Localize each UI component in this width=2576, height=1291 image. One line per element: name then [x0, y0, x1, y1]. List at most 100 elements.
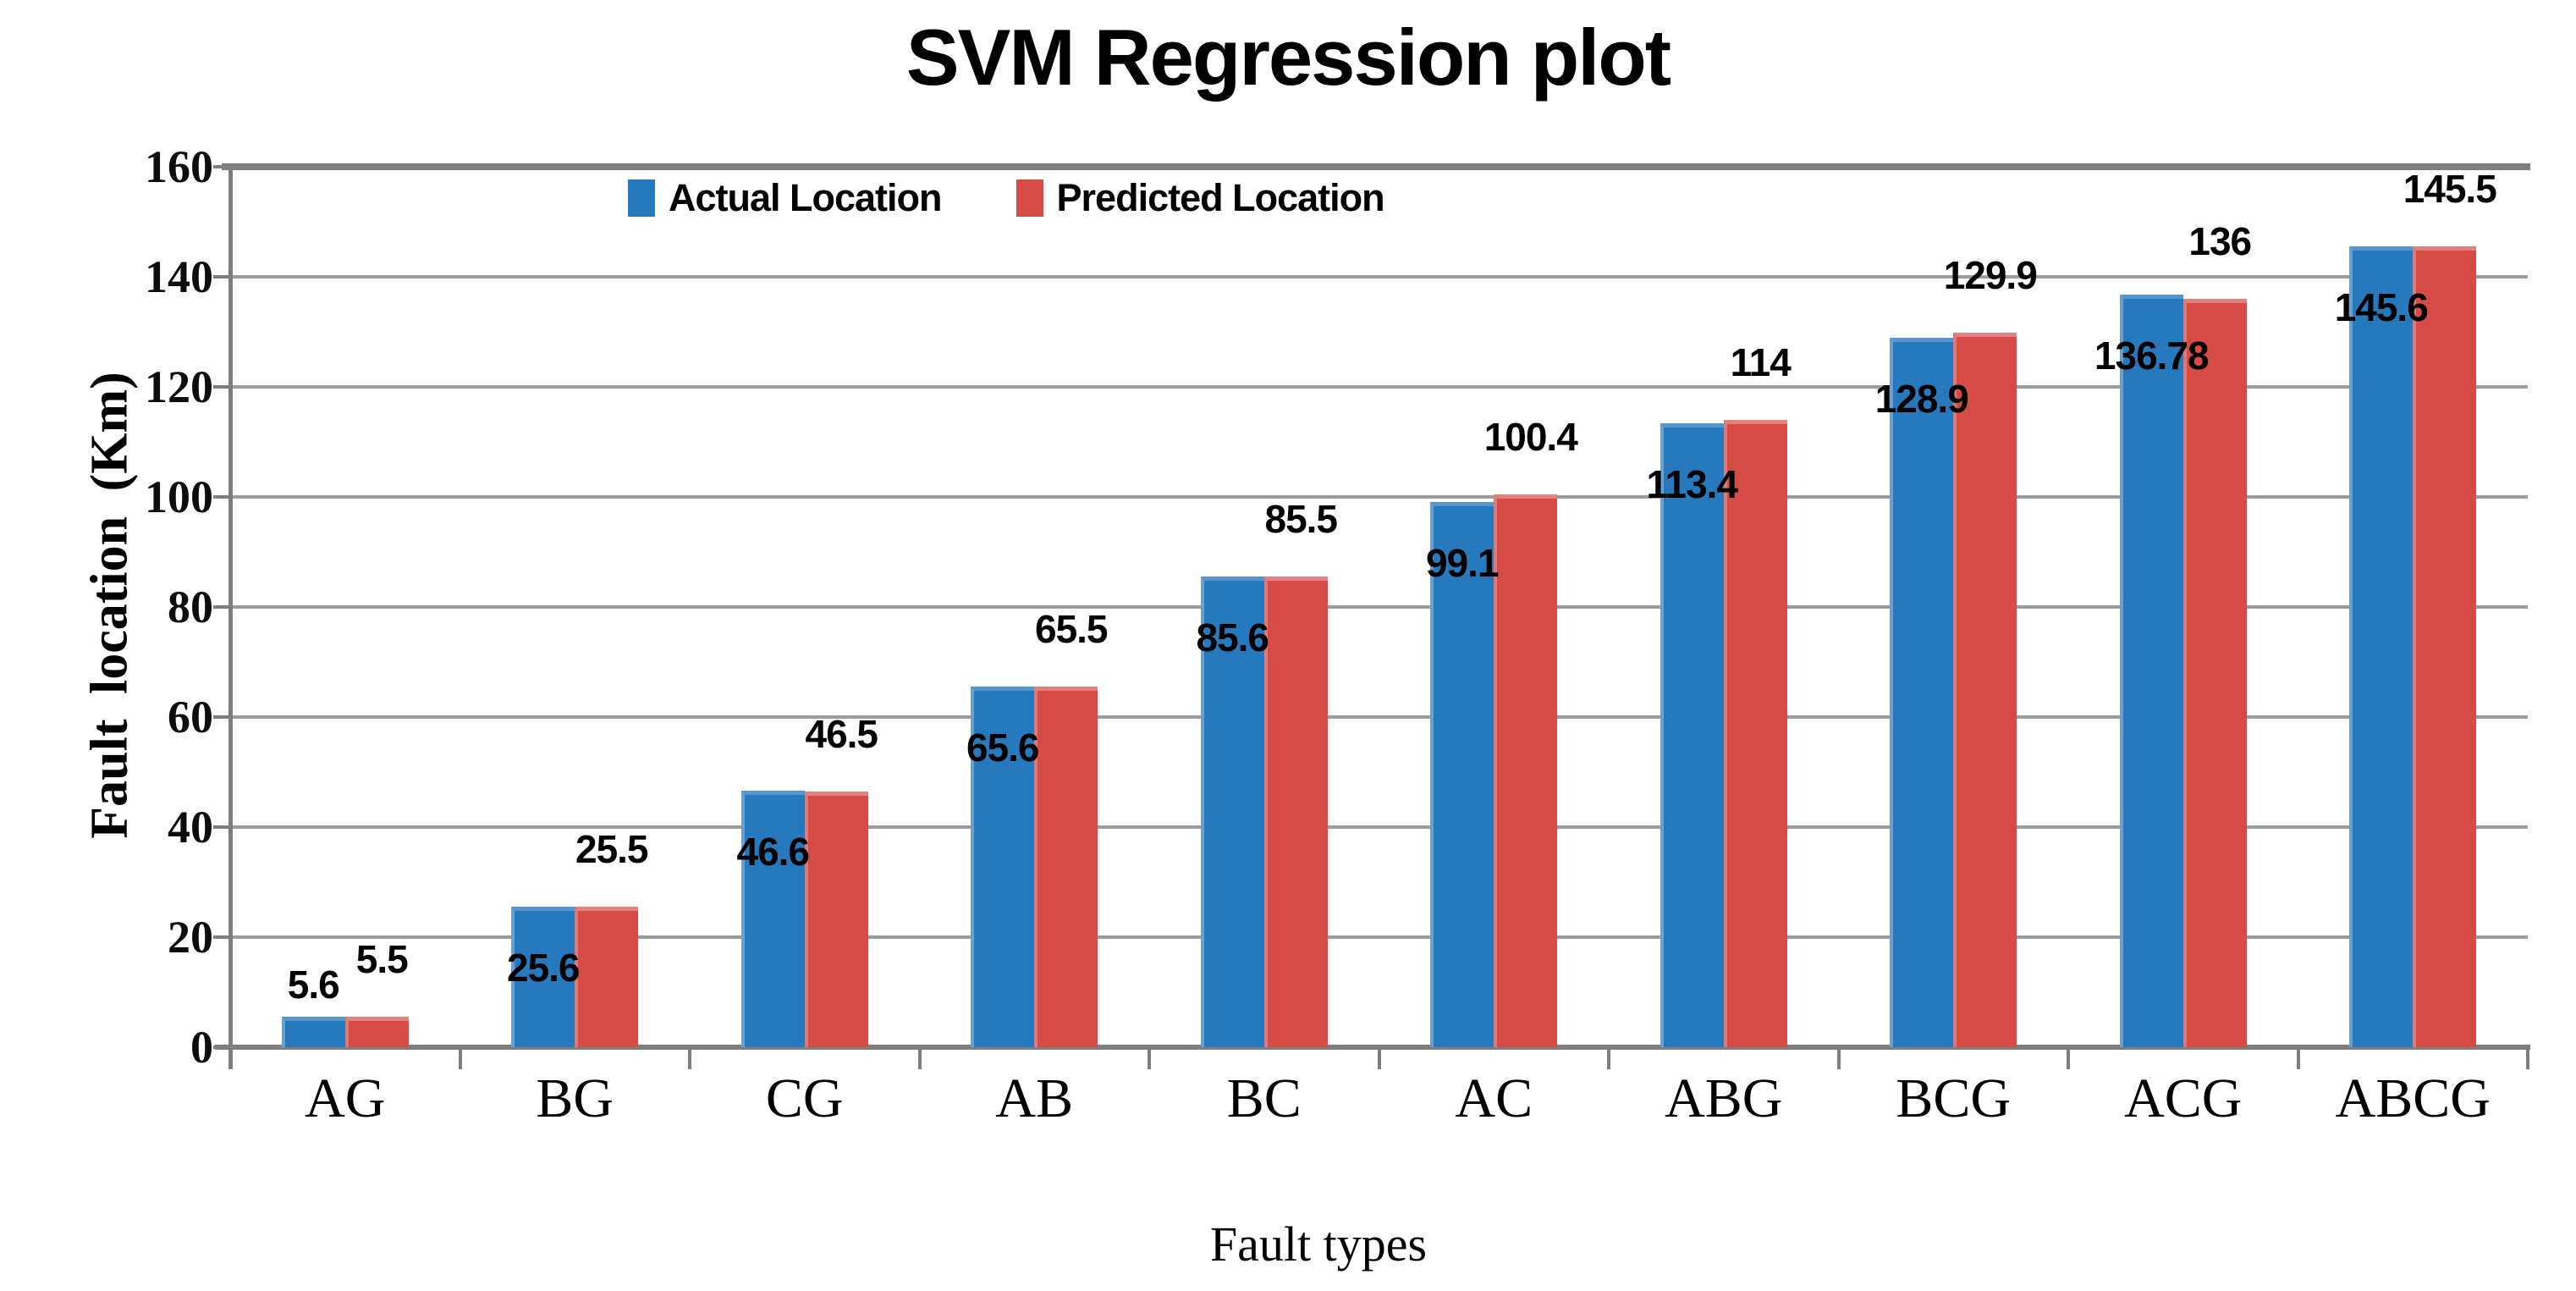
y-axis-tick-60 — [213, 715, 230, 719]
y-axis-tick-160 — [213, 165, 230, 168]
x-axis-tick-9 — [2296, 1047, 2300, 1069]
label-predicted-bcg: 129.9 — [1943, 252, 2038, 297]
x-axis-tick-2 — [688, 1047, 691, 1069]
label-actual-ac: 99.1 — [1425, 540, 1500, 585]
bar-predicted-bc — [1263, 577, 1328, 1047]
label-predicted-ac: 100.4 — [1483, 415, 1578, 460]
x-tick-label-acg: ACG — [2124, 1068, 2243, 1129]
x-axis-tick-3 — [917, 1047, 922, 1069]
bar-actual-bcg — [1890, 338, 1954, 1047]
x-axis-tick-7 — [1836, 1047, 1841, 1069]
x-tick-label-bcg: BCG — [1896, 1068, 2012, 1129]
label-predicted-bc: 85.5 — [1264, 497, 1338, 542]
bar-actual-bg — [511, 906, 575, 1047]
y-tick-label-60: 60 — [168, 692, 213, 742]
label-actual-bcg: 128.9 — [1874, 377, 1969, 422]
y-tick-label-100: 100 — [145, 472, 213, 522]
bar-actual-abcg — [2349, 246, 2414, 1047]
chart-legend: Actual Location Predicted Location — [628, 176, 1385, 220]
bar-actual-abg — [1660, 422, 1724, 1047]
label-predicted-ag: 5.5 — [355, 937, 409, 982]
y-axis-tick-80 — [213, 605, 230, 609]
x-tick-label-abcg: ABCG — [2335, 1068, 2491, 1129]
x-axis-tick-0 — [228, 1047, 232, 1069]
bar-actual-cg — [740, 791, 805, 1047]
x-axis-tick-8 — [2067, 1047, 2070, 1069]
y-tick-label-160: 160 — [145, 141, 213, 192]
x-tick-label-ac: AC — [1455, 1068, 1533, 1129]
bar-actual-ab — [971, 686, 1035, 1047]
x-axis-tick-10 — [2526, 1047, 2529, 1069]
gridline-20 — [230, 935, 2528, 939]
legend-label-predicted: Predicted Location — [1056, 176, 1385, 219]
legend-item-predicted: Predicted Location — [1016, 176, 1385, 220]
label-predicted-abcg: 145.5 — [2403, 167, 2497, 212]
gridline-80 — [230, 605, 2528, 609]
bar-predicted-bg — [575, 907, 639, 1047]
x-tick-label-cg: CG — [765, 1068, 844, 1129]
bar-predicted-acg — [2182, 299, 2247, 1047]
label-predicted-acg: 136 — [2188, 219, 2252, 263]
y-tick-label-80: 80 — [168, 582, 213, 632]
y-axis-tick-100 — [213, 495, 230, 499]
legend-swatch-actual-icon — [628, 179, 655, 217]
bar-predicted-ac — [1494, 494, 1558, 1047]
y-tick-label-20: 20 — [168, 912, 213, 963]
x-axis-tick-5 — [1377, 1047, 1381, 1069]
label-actual-bg: 25.6 — [506, 945, 581, 990]
chart-title: SVM Regression plot — [905, 13, 1671, 102]
x-tick-label-ab: AB — [995, 1068, 1074, 1129]
x-tick-label-bg: BG — [536, 1068, 614, 1129]
bar-predicted-bcg — [1953, 332, 2017, 1047]
bar-predicted-ag — [344, 1017, 409, 1047]
x-tick-label-ag: AG — [305, 1068, 386, 1129]
gridline-160 — [222, 163, 2530, 170]
bar-actual-ac — [1430, 501, 1494, 1047]
legend-label-actual: Actual Location — [669, 176, 943, 219]
gridline-140 — [230, 275, 2528, 279]
y-tick-label-40: 40 — [168, 802, 213, 852]
x-axis-tick-1 — [458, 1047, 462, 1069]
bar-predicted-ab — [1034, 687, 1098, 1047]
bar-predicted-abg — [1723, 420, 1787, 1047]
label-predicted-cg: 46.5 — [805, 711, 878, 756]
y-axis-tick-140 — [213, 275, 230, 279]
label-actual-abg: 113.4 — [1646, 461, 1738, 506]
label-actual-abcg: 145.6 — [2334, 284, 2429, 329]
y-tick-label-0: 0 — [190, 1022, 213, 1073]
x-axis-tick-4 — [1148, 1047, 1151, 1069]
x-tick-label-abg: ABG — [1665, 1068, 1783, 1129]
x-axis-tick-6 — [1607, 1047, 1610, 1069]
gridline-100 — [230, 495, 2528, 499]
bar-actual-ag — [281, 1016, 345, 1047]
label-actual-cg: 46.6 — [736, 830, 810, 874]
gridline-0 — [215, 1045, 2530, 1050]
bar-actual-bc — [1200, 576, 1264, 1047]
y-tick-label-120: 120 — [145, 361, 213, 412]
y-axis-line — [228, 167, 233, 1069]
gridline-40 — [230, 825, 2528, 829]
bar-predicted-cg — [804, 791, 868, 1047]
y-axis-tick-120 — [213, 385, 230, 389]
y-tick-label-140: 140 — [145, 251, 213, 302]
x-axis-title: Fault types — [1209, 1217, 1428, 1272]
label-predicted-ab: 65.5 — [1034, 607, 1109, 652]
y-axis-tick-40 — [213, 825, 230, 829]
gridline-120 — [230, 385, 2528, 389]
label-actual-ab: 65.6 — [966, 725, 1040, 770]
label-actual-acg: 136.78 — [2094, 333, 2210, 378]
label-actual-bc: 85.6 — [1196, 615, 1269, 659]
label-actual-ag: 5.6 — [287, 962, 340, 1007]
gridline-60 — [230, 715, 2528, 719]
x-tick-label-bc: BC — [1226, 1068, 1302, 1129]
bar-actual-acg — [2119, 294, 2183, 1047]
legend-swatch-predicted-icon — [1016, 179, 1043, 217]
y-axis-tick-20 — [213, 935, 230, 939]
label-predicted-abg: 114 — [1730, 340, 1792, 384]
legend-item-actual: Actual Location — [628, 176, 943, 220]
label-predicted-bg: 25.5 — [575, 827, 649, 872]
y-axis-tick-0 — [213, 1045, 230, 1049]
bar-predicted-abcg — [2413, 246, 2477, 1047]
